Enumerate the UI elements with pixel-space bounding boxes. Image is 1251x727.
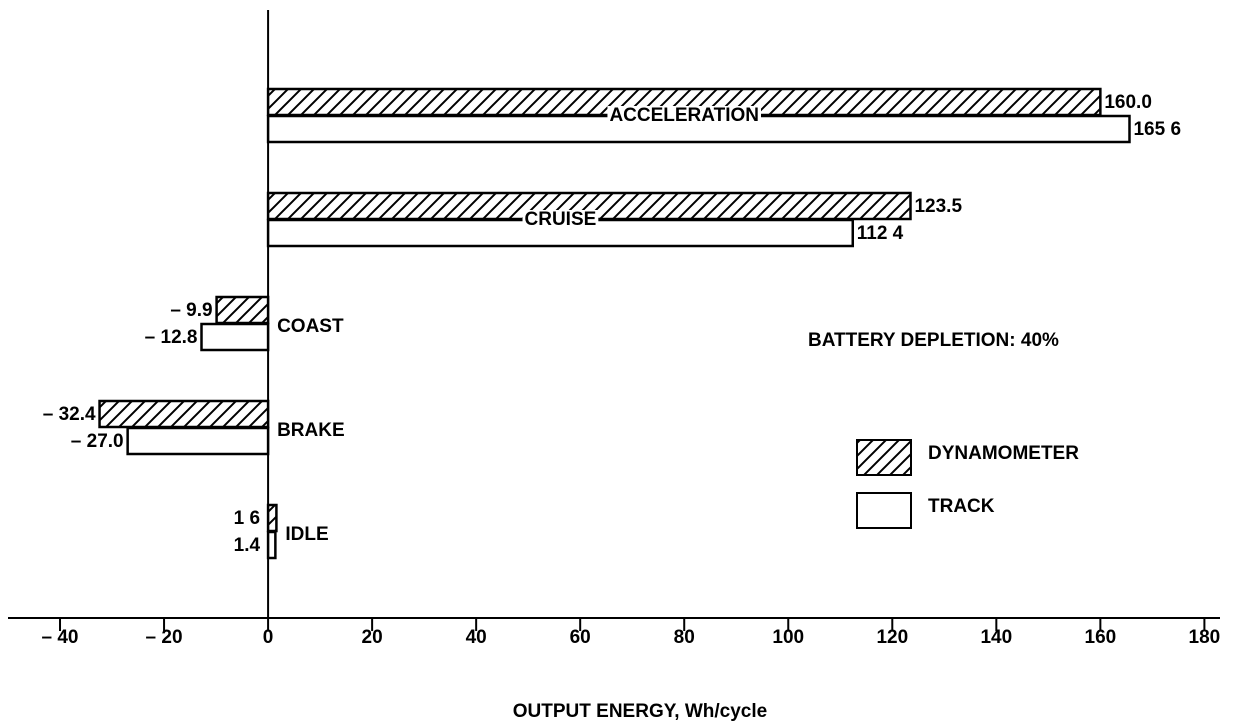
category-label: IDLE	[285, 524, 328, 545]
category-label: BRAKE	[277, 420, 345, 441]
value-label: 123.5	[914, 196, 962, 217]
category-label-bg	[607, 106, 761, 126]
legend-label: TRACK	[928, 496, 995, 517]
x-tick-label: 20	[362, 627, 383, 648]
x-tick-label: 120	[876, 627, 908, 648]
x-tick-label: 140	[980, 627, 1012, 648]
value-label: – 27.0	[71, 431, 124, 452]
x-tick-label: 180	[1189, 627, 1221, 648]
bar	[98, 399, 270, 429]
legend-swatch	[856, 439, 912, 476]
x-tick-label: 0	[263, 627, 274, 648]
category-label-bg	[522, 210, 599, 230]
value-label: 160.0	[1104, 92, 1152, 113]
category-label: CRUISE	[525, 209, 597, 230]
x-tick-label: 40	[466, 627, 487, 648]
legend-swatch	[856, 492, 912, 529]
legend-label: DYNAMOMETER	[928, 443, 1079, 464]
x-tick-label: 160	[1085, 627, 1117, 648]
x-tick-label: – 40	[42, 627, 79, 648]
value-label: 1.4	[234, 535, 261, 556]
annotation: BATTERY DEPLETION: 40%	[808, 330, 1059, 351]
x-tick-label: – 20	[146, 627, 183, 648]
category-label: COAST	[277, 316, 344, 337]
x-tick-label: 60	[570, 627, 591, 648]
x-axis-label: OUTPUT ENERGY, Wh/cycle	[513, 701, 767, 722]
bar	[266, 530, 277, 560]
value-label: 112 4	[857, 223, 904, 244]
x-tick-label: 100	[772, 627, 804, 648]
value-label: – 9.9	[170, 300, 212, 321]
value-label: 1 6	[234, 508, 260, 529]
value-label: 165 6	[1133, 119, 1181, 140]
value-label: – 12.8	[145, 327, 198, 348]
category-label: ACCELERATION	[609, 105, 759, 126]
bar	[126, 426, 270, 456]
x-tick-label: 80	[674, 627, 695, 648]
bar	[200, 322, 270, 352]
bar	[215, 295, 270, 325]
value-label: – 32.4	[43, 404, 96, 425]
bar	[266, 503, 278, 533]
